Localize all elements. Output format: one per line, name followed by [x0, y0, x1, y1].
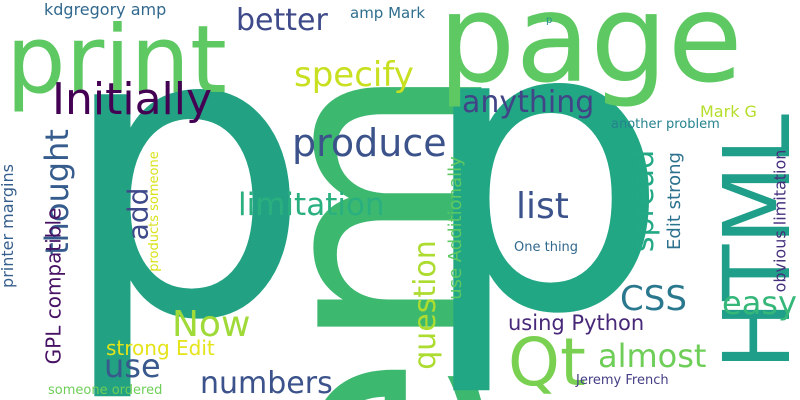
- word-use-additionally: use Additionally: [444, 156, 466, 300]
- word-limitation: limitation: [238, 187, 385, 223]
- word-spread: spread: [626, 149, 662, 253]
- word-another-problem: another problem: [611, 117, 720, 132]
- word-better: better: [236, 3, 328, 38]
- word-someone-ordered: someone ordered: [48, 383, 163, 398]
- word-css: CSS: [620, 279, 687, 319]
- word-anything: anything: [462, 85, 595, 120]
- word-p-large-right: p: [417, 0, 671, 400]
- word-easy: easy: [722, 284, 797, 322]
- word-amp-mark: amp Mark: [350, 4, 426, 22]
- word-question: question: [407, 240, 443, 370]
- word-kdgregory-amp: kdgregory amp: [44, 0, 167, 19]
- word-p-large-left: p: [58, 0, 312, 400]
- word-obvious-limitation: obvious limitation: [770, 149, 790, 293]
- word-list: list: [516, 186, 569, 227]
- word-gpl-compatible: GPL compatible: [41, 207, 66, 365]
- word-p-small: p: [546, 15, 553, 26]
- word-print: print: [6, 6, 227, 115]
- word-almost: almost: [598, 337, 707, 375]
- word-page: page: [438, 0, 743, 110]
- word-using-python: using Python: [508, 311, 645, 335]
- word-use: use: [104, 347, 161, 385]
- word-qt: Qt: [508, 324, 586, 400]
- word-printer-margins: printer margins: [0, 164, 17, 288]
- word-initially: Initially: [52, 74, 213, 125]
- word-now: Now: [172, 304, 251, 345]
- word-jeremy-french: Jeremy French: [576, 373, 669, 388]
- word-strong-edit: strong Edit: [106, 336, 215, 360]
- word-specify: specify: [294, 55, 414, 95]
- word-edit-strong: Edit strong: [663, 152, 685, 250]
- word-products-someone: products someone: [146, 151, 162, 272]
- word-one-thing: One thing: [514, 240, 579, 255]
- word-numbers: numbers: [200, 366, 333, 400]
- word-produce: produce: [292, 121, 447, 165]
- word-mark-g: Mark G: [700, 102, 757, 121]
